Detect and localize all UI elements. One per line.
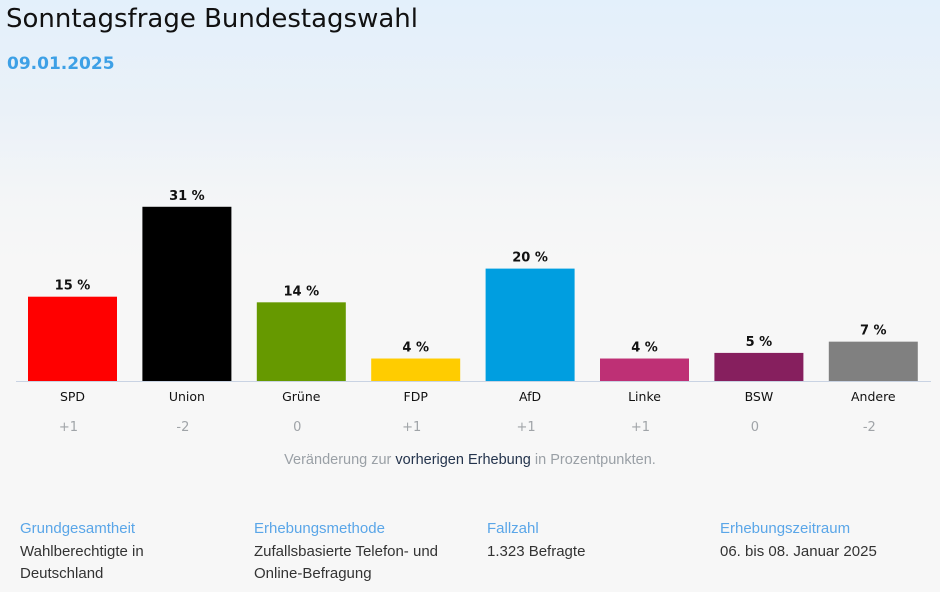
note-suffix: in Prozentpunkten. xyxy=(530,452,656,468)
info-value: Online-Befragung xyxy=(254,565,372,582)
value-label-linke: 4 % xyxy=(631,341,658,356)
info-population: Grundgesamtheit Wahlberechtigte in Deuts… xyxy=(20,518,144,586)
bar-spd xyxy=(28,296,117,381)
info-value: Deutschland xyxy=(20,565,104,582)
category-label-afd: AfD xyxy=(519,389,541,404)
value-label-andere: 7 % xyxy=(860,324,887,339)
value-label-gr-ne: 14 % xyxy=(283,284,319,299)
category-label-bsw: BSW xyxy=(745,389,774,404)
bar-afd xyxy=(485,268,575,381)
previous-survey-link[interactable]: vorherigen Erhebung xyxy=(395,452,531,468)
category-label-andere: Andere xyxy=(851,389,896,404)
change-label-union: -2 xyxy=(176,420,189,435)
page-title: Sonntagsfrage Bundestagswahl xyxy=(6,4,419,34)
survey-date: 09.01.2025 xyxy=(7,54,115,74)
change-label-linke: +1 xyxy=(631,420,650,435)
bar-bsw xyxy=(714,352,804,381)
change-label-fdp: +1 xyxy=(402,420,421,435)
info-value: Zufallsbasierte Telefon- und xyxy=(254,542,438,560)
value-label-spd: 15 % xyxy=(55,279,91,294)
info-heading: Fallzahl xyxy=(487,520,539,537)
change-label-afd: +1 xyxy=(517,420,536,435)
category-label-fdp: FDP xyxy=(404,389,429,404)
info-sample-size: Fallzahl 1.323 Befragte xyxy=(487,518,585,563)
category-label-linke: Linke xyxy=(628,389,661,404)
change-label-spd: +1 xyxy=(59,420,78,435)
bar-linke xyxy=(600,358,689,381)
bar-gr-ne xyxy=(256,302,346,381)
bar-fdp xyxy=(371,358,461,381)
category-label-spd: SPD xyxy=(60,389,85,404)
change-label-gr-ne: 0 xyxy=(293,420,301,435)
value-label-union: 31 % xyxy=(169,189,205,204)
info-method: Erhebungsmethode Zufallsbasierte Telefon… xyxy=(254,518,438,586)
note-prefix: Veränderung zur xyxy=(284,452,396,468)
info-value: 1.323 Befragte xyxy=(487,542,586,560)
info-value: 06. bis 08. Januar 2025 xyxy=(720,542,877,560)
bar-andere xyxy=(828,341,918,381)
info-heading: Erhebungszeitraum xyxy=(720,520,851,537)
info-heading: Erhebungsmethode xyxy=(254,520,385,537)
info-heading: Grundgesamtheit xyxy=(20,520,136,537)
value-label-bsw: 5 % xyxy=(746,335,773,350)
value-label-afd: 20 % xyxy=(512,251,548,266)
category-label-gr-ne: Grüne xyxy=(282,389,321,404)
value-label-fdp: 4 % xyxy=(402,341,429,356)
change-label-andere: -2 xyxy=(863,420,876,435)
info-period: Erhebungszeitraum 06. bis 08. Januar 202… xyxy=(720,518,877,563)
info-value: Wahlberechtigte in xyxy=(20,542,144,560)
bar-union xyxy=(142,206,232,381)
change-note: Veränderung zur vorherigen Erhebung in P… xyxy=(0,452,940,468)
category-label-union: Union xyxy=(169,389,205,404)
change-label-bsw: 0 xyxy=(751,420,759,435)
